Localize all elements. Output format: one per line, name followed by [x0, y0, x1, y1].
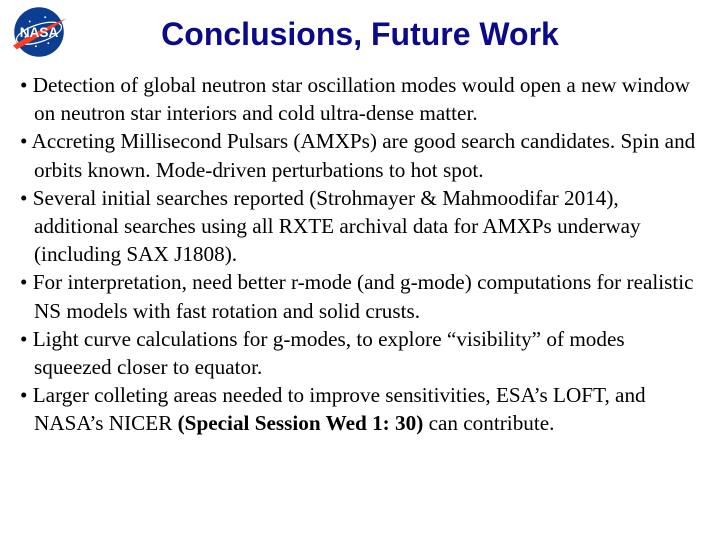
bullet-item: Detection of global neutron star oscilla… [20, 71, 702, 127]
bullet-item: Light curve calculations for g-modes, to… [20, 325, 702, 381]
bullet-item: Accreting Millisecond Pulsars (AMXPs) ar… [20, 127, 702, 183]
bullet6-suffix: can contribute. [423, 411, 554, 435]
bullet-item: Several initial searches reported (Stroh… [20, 184, 702, 269]
slide-title: Conclusions, Future Work [18, 16, 702, 53]
bullet-item: For interpretation, need better r-mode (… [20, 268, 702, 324]
nasa-logo: NASA [8, 6, 70, 58]
bullet-item: Larger colleting areas needed to improve… [20, 381, 702, 437]
svg-text:NASA: NASA [20, 25, 59, 40]
slide: NASA Conclusions, Future Work Detection … [0, 0, 720, 540]
bullet-list: Detection of global neutron star oscilla… [18, 71, 702, 437]
bullet6-bold: (Special Session Wed 1: 30) [178, 411, 424, 435]
